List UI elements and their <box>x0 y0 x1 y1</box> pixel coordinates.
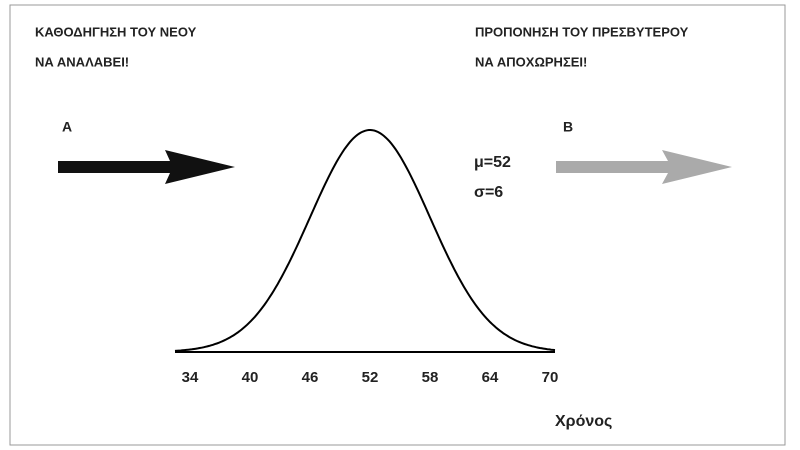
arrow-label: A <box>62 119 72 135</box>
arrow-a <box>58 150 235 184</box>
left-note: ΚΑΘΟΔΗΓΗΣΗ ΤΟΥ ΝΕΟΥ <box>35 24 197 39</box>
sigma-label: σ=6 <box>474 184 503 201</box>
x-tick-label: 58 <box>422 369 439 386</box>
x-tick-label: 40 <box>242 369 259 386</box>
x-tick-label: 34 <box>182 369 199 386</box>
x-tick-label: 46 <box>302 369 319 386</box>
x-tick-label: 70 <box>542 369 559 386</box>
x-tick-label: 52 <box>362 369 379 386</box>
left-note: ΝΑ ΑΝΑΛΑΒΕΙ! <box>35 54 129 69</box>
arrow-b <box>556 150 732 184</box>
x-axis-label: Χρόνος <box>555 413 612 430</box>
normal-curve <box>174 129 556 352</box>
right-note: ΝΑ ΑΠΟΧΩΡΗΣΕΙ! <box>475 54 587 69</box>
right-note: ΠΡΟΠΟΝΗΣΗ ΤΟΥ ΠΡΕΣΒΥΤΕΡΟΥ <box>475 24 689 39</box>
x-tick-label: 64 <box>482 369 499 386</box>
frame <box>9 4 786 446</box>
mu-label: μ=52 <box>474 154 511 171</box>
arrow-label: B <box>563 119 573 135</box>
